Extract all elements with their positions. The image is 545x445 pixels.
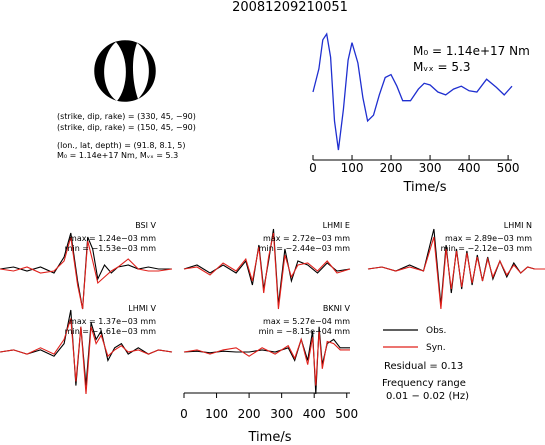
stf-series-line: [312, 32, 513, 151]
focal-plane-2: (strike, dip, rake) = (150, 45, −90): [57, 123, 196, 132]
focal-plane-1: (strike, dip, rake) = (330, 45, −90): [57, 112, 196, 121]
waveform-x-tick-label: 500: [335, 407, 358, 421]
synthetic-trace: [0, 236, 173, 310]
panel-station-label: BKNI V: [323, 304, 351, 313]
synthetic-trace: [183, 330, 350, 386]
stf-x-tick-label: 500: [497, 161, 520, 175]
beachball-white-lobe: [104, 42, 126, 101]
observed-trace: [0, 232, 172, 310]
panel-max-label: max = 1.24e−03 mm: [69, 234, 156, 243]
observed-trace: [183, 326, 350, 395]
stf-x-axis-label: Time/s: [403, 180, 447, 195]
legend-syn-label: Syn.: [426, 343, 446, 353]
waveform-x-axis-label: Time/s: [248, 430, 292, 445]
panel-max-label: max = 2.89e−03 mm: [445, 234, 532, 243]
synthetic-trace: [0, 318, 173, 395]
stf-x-tick-label: 200: [380, 161, 403, 175]
waveform-x-tick-label: 300: [270, 407, 293, 421]
panel-station-label: LHMI E: [323, 221, 350, 230]
panel-station-label: BSI V: [135, 221, 156, 230]
waveform-x-axis: 0 100 200 300 400 500 Time/s: [180, 392, 358, 445]
legend-residual: Residual = 0.13: [384, 361, 463, 372]
panel-min-label: min = −8.15e−04 mm: [259, 327, 351, 336]
panel-station-label: LHMI V: [128, 304, 156, 313]
panel-min-label: min = −1.61e−03 mm: [65, 327, 157, 336]
stf-x-tick-label: 400: [458, 161, 481, 175]
stf-x-tick-label: 100: [341, 161, 364, 175]
legend-obs-label: Obs.: [426, 326, 446, 336]
waveform-x-tick-label: 0: [180, 407, 188, 421]
observed-trace: [0, 309, 173, 386]
panel-max-label: max = 1.37e−03 mm: [69, 317, 156, 326]
panel-min-label: min = −2.44e−03 mm: [259, 244, 351, 253]
panel-max-label: max = 2.72e−03 mm: [263, 234, 350, 243]
waveform-x-tick-label: 400: [303, 407, 326, 421]
panel-max-label: max = 5.27e−04 mm: [263, 317, 350, 326]
waveform-ticks: 0 100 200 300 400 500: [180, 393, 358, 421]
panel-min-label: min = −2.12e−03 mm: [441, 244, 533, 253]
legend: Obs. Syn. Residual = 0.13 Frequency rang…: [382, 326, 469, 402]
focal-moment: M₀ = 1.14e+17 Nm, Mᵥₓ = 5.3: [57, 151, 178, 160]
synthetic-trace: [367, 236, 545, 310]
stf-x-tick-label: 0: [309, 161, 317, 175]
waveform-x-tick-label: 100: [205, 407, 228, 421]
legend-frequency-value: 0.01 − 0.02 (Hz): [386, 391, 469, 402]
stf-chart: 0 100 200 300 400 500 M₀ = 1.14e+17 Nm Mᵥₓ = …: [309, 32, 530, 195]
focal-mechanism-beachball: [94, 40, 156, 102]
panel-min-label: min = −1.53e−03 mm: [65, 244, 157, 253]
focal-location: (lon., lat, depth) = (91.8, 8.1, 5): [57, 141, 186, 150]
stf-x-tick-label: 300: [419, 161, 442, 175]
stf-mw-label: Mᵥₓ = 5.3: [413, 60, 470, 74]
panel-station-label: LHMI N: [504, 221, 532, 230]
event-title: 20081209210051: [232, 0, 348, 15]
waveform-x-tick-label: 200: [238, 407, 261, 421]
stf-ticks: 0 100 200 300 400 500: [309, 155, 520, 175]
stf-m0-label: M₀ = 1.14e+17 Nm: [413, 44, 530, 58]
legend-frequency-title: Frequency range: [382, 378, 466, 389]
beachball-white-lobe-2: [132, 43, 149, 99]
synthetic-trace: [183, 232, 351, 310]
